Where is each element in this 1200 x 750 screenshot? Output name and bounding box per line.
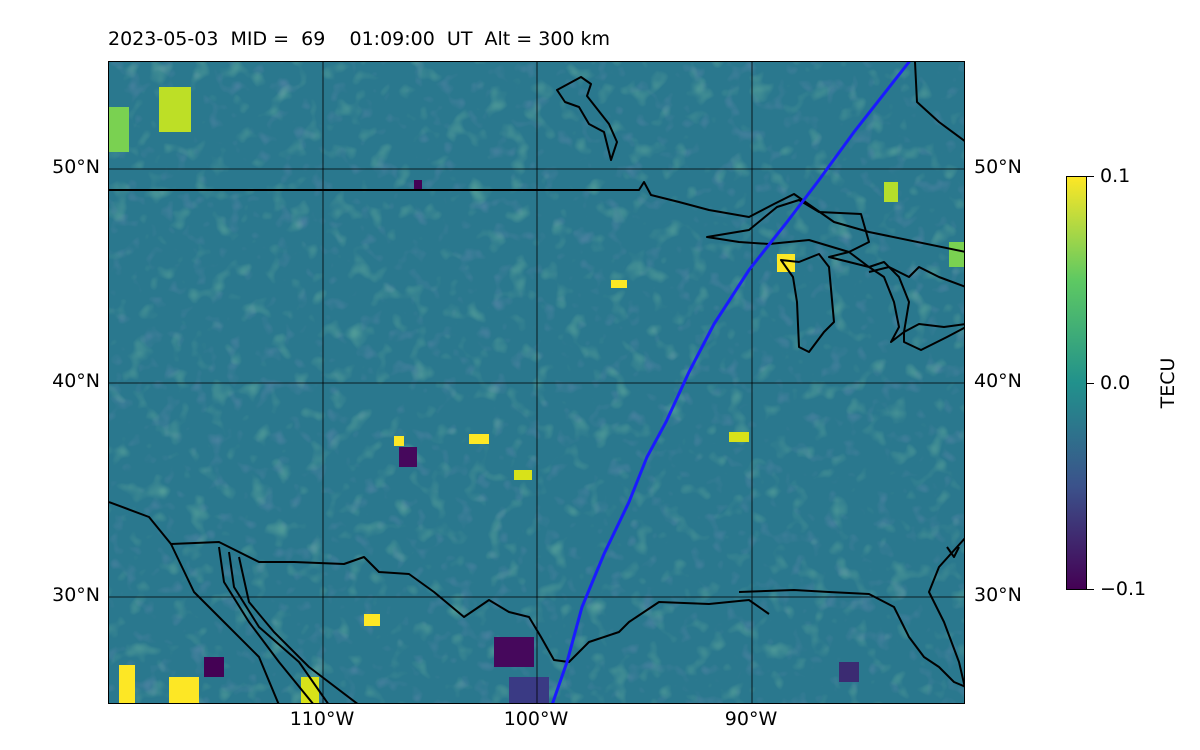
lat-label-right-50: 50°N (974, 156, 1022, 178)
colorbar-label-min: −0.1 (1100, 578, 1147, 600)
colorbar-tick-mid (1087, 383, 1094, 384)
colorbar (1066, 176, 1087, 590)
map-title: 2023-05-03 MID = 69 01:09:00 UT Alt = 30… (108, 28, 611, 50)
lat-label-right-30: 30°N (974, 584, 1022, 606)
lon-label-100w: 100°W (503, 708, 569, 730)
lat-label-left-50: 50°N (52, 156, 100, 178)
colorbar-label-max: 0.1 (1100, 165, 1131, 187)
satellite-track (551, 62, 911, 703)
graticule (109, 62, 964, 703)
coastlines-borders (109, 62, 964, 703)
colorbar-label-zero: 0.0 (1100, 372, 1131, 394)
map-canvas (109, 62, 964, 703)
colorbar-tick-bottom (1087, 589, 1094, 590)
lat-label-left-30: 30°N (52, 584, 100, 606)
colorbar-tick-top (1087, 176, 1094, 177)
tec-highlights (109, 87, 964, 703)
lat-label-left-40: 40°N (52, 370, 100, 392)
colorbar-unit-label: TECU (1157, 357, 1179, 409)
lon-label-110w: 110°W (289, 708, 355, 730)
lon-label-90w: 90°W (724, 708, 778, 730)
tec-map (108, 61, 965, 704)
lat-label-right-40: 40°N (974, 370, 1022, 392)
